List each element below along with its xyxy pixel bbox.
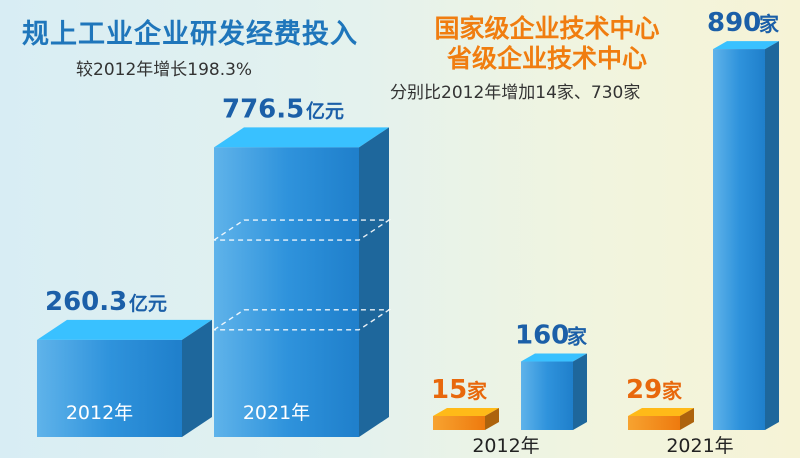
right-bar-1-2-value-unit: 家 <box>662 379 683 403</box>
left-bar-2-side-face <box>359 127 389 437</box>
right-bar-2-1-value-unit: 家 <box>567 325 588 349</box>
left-value-unit-1: 亿元 <box>129 292 167 315</box>
right-category-label-1: 2012年 <box>472 435 539 457</box>
right-bar-2-1-value-label: 160 <box>515 321 569 351</box>
right-bar-1-1-side-face <box>485 408 499 430</box>
right-title-line-2: 省级企业技术中心 <box>446 44 647 73</box>
right-bar-1-2-value-label: 29 <box>626 375 662 405</box>
right-bar-1-2-top-face <box>628 408 694 416</box>
left-category-label-1: 2012年 <box>66 402 133 424</box>
right-bar-1-2 <box>628 408 694 430</box>
right-chart-subtitle: 分别比2012年增加14家、730家 <box>390 83 641 103</box>
left-bar-1-side-face <box>182 319 212 437</box>
right-bar-1-1-value-unit: 家 <box>467 379 488 403</box>
left-bar-2-front-face <box>214 147 359 438</box>
right-title-line-1: 国家级企业技术中心 <box>434 14 660 43</box>
right-bar-2-2-value-label: 890 <box>707 8 761 38</box>
left-chart-subtitle: 较2012年增长198.3% <box>76 60 253 80</box>
left-value-unit-2: 亿元 <box>306 99 344 122</box>
right-bar-2-1-top-face <box>521 353 587 362</box>
left-bar-2-segment-line-1 <box>213 219 392 241</box>
right-category-label-2: 2021年 <box>666 435 733 457</box>
left-value-label-2: 776.5 <box>222 94 304 124</box>
right-bar-2-2 <box>713 41 779 431</box>
left-bar-2-segment-line-2 <box>213 309 392 331</box>
right-bar-2-2-front-face <box>713 49 765 431</box>
right-bar-1-1-value-label: 15 <box>431 375 467 405</box>
right-bar-2-1-side-face <box>573 353 587 430</box>
right-bar-1-1-front-face <box>433 416 485 430</box>
left-bar-2-top-face <box>214 127 389 148</box>
left-value-label-1: 260.3 <box>45 287 127 317</box>
right-bar-1-1-top-face <box>433 408 499 416</box>
right-bar-2-1 <box>521 353 587 430</box>
right-bar-1-1 <box>433 408 499 430</box>
left-bar-1 <box>37 319 212 437</box>
right-bar-1-2-side-face <box>680 408 694 430</box>
left-chart-title: 规上工业企业研发经费投入 <box>22 19 358 50</box>
right-bar-1-2-front-face <box>628 416 680 430</box>
left-bar-1-front-face <box>37 339 182 437</box>
right-bar-2-2-top-face <box>713 41 779 50</box>
right-bar-2-1-front-face <box>521 361 573 430</box>
left-bar-2 <box>213 127 392 438</box>
left-category-label-2: 2021年 <box>243 402 310 424</box>
left-bar-1-top-face <box>37 319 212 340</box>
right-bar-2-2-value-unit: 家 <box>759 12 780 36</box>
right-chart-title: 国家级企业技术中心 省级企业技术中心 <box>404 14 690 74</box>
right-bar-2-2-side-face <box>765 41 779 430</box>
